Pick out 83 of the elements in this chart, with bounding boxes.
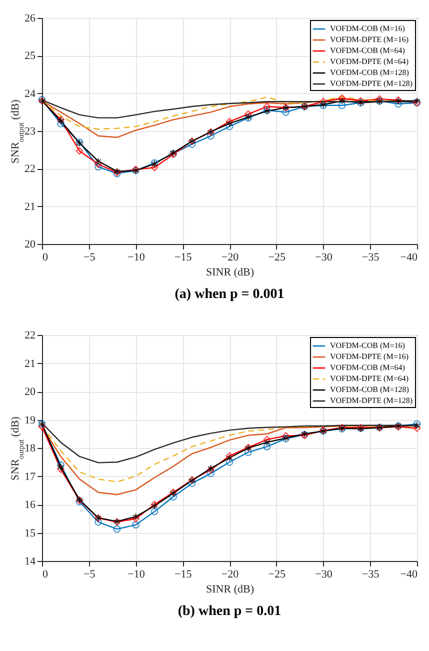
point — [264, 438, 270, 446]
y-tick-label: 16 — [24, 499, 36, 511]
point — [188, 480, 196, 488]
point — [94, 518, 102, 526]
x-tick-label: −5 — [84, 252, 96, 264]
point — [244, 110, 252, 118]
y-tick-label: 18 — [24, 442, 36, 454]
point — [320, 98, 327, 106]
x-tick-label: −5 — [84, 568, 96, 580]
y-tick-label: 15 — [24, 527, 36, 540]
x-tick-label: −10 — [128, 252, 146, 264]
point — [57, 461, 64, 469]
legend-label: VOFDM-COB (M=128) — [330, 68, 410, 77]
y-tick-label: 26 — [24, 12, 36, 24]
x-tick-label: −35 — [362, 252, 380, 264]
x-tick-label: −40 — [400, 568, 418, 580]
y-tick-label: 22 — [24, 163, 36, 176]
x-tick-label: 0 — [42, 252, 48, 264]
legend-label: VOFDM-COB (M=16) — [330, 24, 406, 33]
point — [394, 100, 402, 108]
y-tick-label: 23 — [24, 126, 36, 138]
point — [94, 157, 102, 165]
point — [263, 442, 271, 450]
point — [226, 454, 233, 462]
x-tick-label: 0 — [42, 568, 48, 580]
x-tick-label: −15 — [174, 252, 192, 264]
point — [338, 97, 346, 105]
x-tick-label: −10 — [128, 568, 146, 580]
x-tick-label: −25 — [268, 252, 286, 264]
y-tick-label: 21 — [24, 200, 36, 213]
x-tick-label: −30 — [315, 568, 333, 580]
legend-label: VOFDM-COB (M=64) — [330, 46, 406, 55]
y-tick-label: 17 — [24, 470, 36, 483]
y-tick-label: 22 — [24, 330, 36, 342]
point — [207, 470, 214, 478]
point — [263, 102, 271, 110]
legend-label: VOFDM-DPTE (M=16) — [330, 35, 409, 44]
point — [94, 163, 102, 170]
x-tick-label: −30 — [315, 252, 333, 264]
x-tick-label: −20 — [221, 252, 240, 264]
point — [38, 423, 46, 431]
y-tick-label: 20 — [24, 386, 36, 398]
y-tick-label: 14 — [24, 556, 36, 568]
point — [132, 521, 140, 529]
legend-label: VOFDM-DPTE (M=64) — [330, 374, 409, 383]
legend-label: VOFDM-DPTE (M=64) — [330, 57, 409, 66]
point — [57, 464, 64, 471]
point — [263, 436, 271, 444]
x-tick-label: −20 — [221, 568, 240, 580]
point — [113, 525, 121, 533]
point — [282, 108, 290, 116]
point — [132, 512, 140, 520]
x-axis-title: SINR (dB) — [206, 584, 254, 596]
y-tick-label: 25 — [24, 50, 36, 62]
legend-label: VOFDM-DPTE (M=16) — [330, 352, 409, 361]
point — [226, 458, 234, 466]
y-tick-label: 21 — [24, 358, 36, 370]
point — [413, 424, 421, 432]
x-tick-label: −35 — [362, 568, 380, 580]
point — [188, 140, 196, 148]
text: (b) when p = 0.01 — [178, 604, 282, 619]
x-tick-label: −40 — [400, 252, 418, 264]
legend-label: VOFDM-COB (M=64) — [330, 363, 406, 372]
x-tick-label: −15 — [174, 568, 192, 580]
legend-label: VOFDM-DPTE (M=128) — [330, 79, 413, 88]
legend-label: VOFDM-COB (M=16) — [330, 341, 406, 350]
point — [226, 122, 234, 130]
y-tick-label: 24 — [24, 88, 36, 100]
point — [338, 102, 346, 110]
text: (a) when p = 0.001 — [174, 287, 284, 302]
point — [94, 160, 102, 168]
point — [76, 147, 84, 155]
legend-label: VOFDM-DPTE (M=128) — [330, 396, 413, 405]
point — [207, 132, 214, 140]
x-axis-title: SINR (dB) — [206, 266, 254, 278]
y-tick-label: 20 — [24, 238, 36, 250]
y-tick-label: 19 — [24, 414, 36, 426]
x-tick-label: −25 — [268, 568, 286, 580]
point — [150, 508, 158, 516]
point — [170, 493, 177, 501]
point — [150, 164, 158, 172]
point — [244, 448, 252, 456]
legend-label: VOFDM-COB (M=128) — [330, 385, 410, 394]
